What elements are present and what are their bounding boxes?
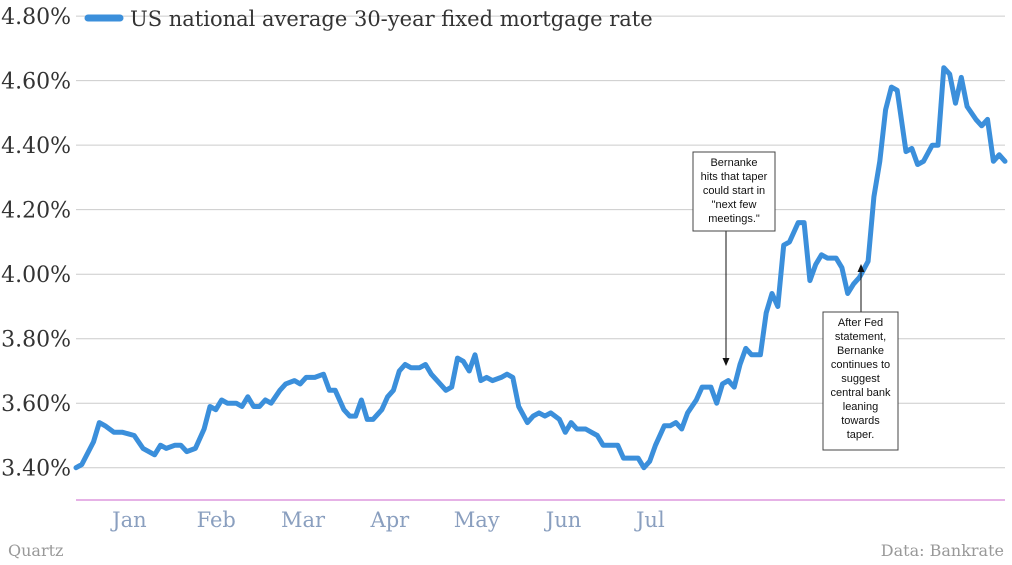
x-tick-label: Feb xyxy=(197,508,236,532)
y-tick-label: 3.80% xyxy=(1,328,71,353)
annotation-text-line: continues to xyxy=(831,359,890,371)
series-line xyxy=(73,65,1008,471)
y-tick-label: 3.40% xyxy=(1,457,71,482)
annotation-text-line: leaning xyxy=(843,401,878,413)
y-axis-ticks: 3.40% 3.60% 3.80% 4.00% 4.20% 4.40% 4.60% 4.80% xyxy=(1,5,71,482)
annotation-text-line: meetings." xyxy=(708,213,760,225)
annotations: Bernanke hits that taper could start in "ne… xyxy=(692,151,899,451)
annotation-arrowhead xyxy=(857,264,865,272)
x-tick-label: Jul xyxy=(634,508,665,532)
footer-source-left: Quartz xyxy=(8,541,63,560)
legend: US national average 30-year fixed mortga… xyxy=(84,7,653,31)
annotation-arrowhead xyxy=(722,358,730,366)
y-tick-label: 4.60% xyxy=(1,70,71,95)
y-tick-label: 4.40% xyxy=(1,134,71,159)
y-tick-label: 4.80% xyxy=(1,5,71,30)
x-tick-label: Jan xyxy=(110,508,146,532)
y-tick-label: 3.60% xyxy=(1,392,71,417)
annotation-text-line: "next few xyxy=(712,199,757,211)
annotation-text-line: suggest xyxy=(841,373,880,385)
x-tick-label: May xyxy=(454,508,500,532)
annotation-text-line: central bank xyxy=(831,387,891,399)
footer-source-right: Data: Bankrate xyxy=(881,541,1004,560)
x-axis-ticks: Jan Feb Mar Apr May Jun Jul xyxy=(110,508,665,532)
annotation-text-line: After Fed xyxy=(838,317,883,329)
annotation-text-line: could start in xyxy=(703,185,765,197)
x-tick-label: Mar xyxy=(281,508,326,532)
annotation-text-line: Bernanke xyxy=(837,345,884,357)
y-tick-label: 4.00% xyxy=(1,263,71,288)
annotation-box xyxy=(822,311,899,451)
x-tick-label: Apr xyxy=(370,508,411,532)
annotation-bernanke-hits: Bernanke hits that taper could start in "ne… xyxy=(692,151,776,366)
annotation-box xyxy=(692,151,776,232)
legend-label: US national average 30-year fixed mortga… xyxy=(130,7,653,31)
y-tick-label: 4.20% xyxy=(1,199,71,224)
annotation-text-line: taper. xyxy=(847,429,875,441)
annotation-text-line: hits that taper xyxy=(701,171,768,183)
annotation-text-line: statement, xyxy=(835,331,886,343)
annotation-text-line: Bernanke xyxy=(710,157,757,169)
annotation-after-fed: After Fed statement, Bernanke continues to s… xyxy=(822,264,899,451)
x-tick-label: Jun xyxy=(544,508,581,532)
annotation-text-line: towards xyxy=(841,415,880,427)
